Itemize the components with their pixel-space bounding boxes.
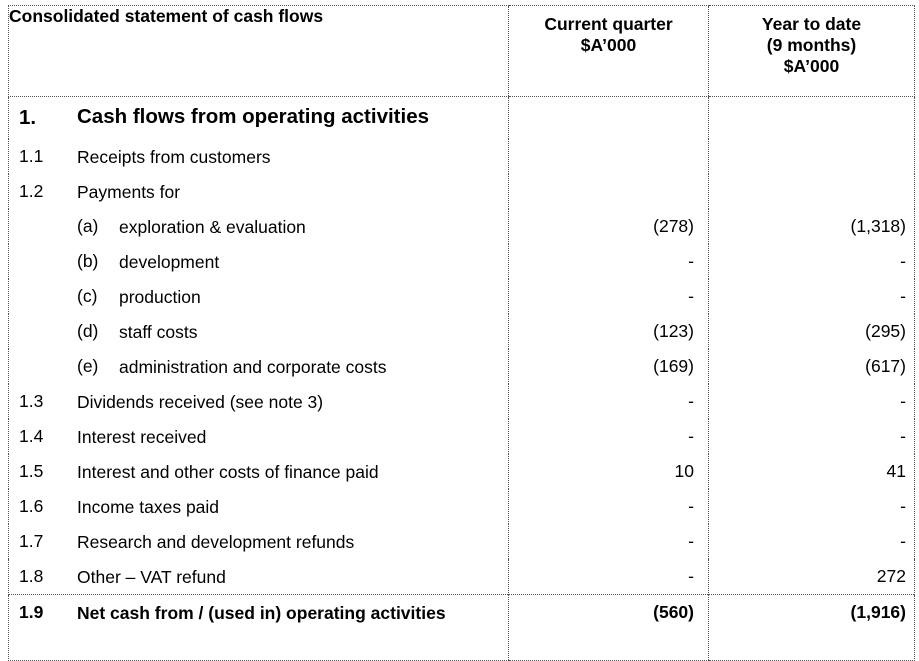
- row-label: Income taxes paid: [77, 496, 220, 517]
- row-sub-letter: (c): [77, 285, 98, 306]
- total-row: 1.9 Net cash from / (used in) operating …: [8, 594, 915, 661]
- row-year-to-date-value: (617): [708, 349, 915, 384]
- row-current-quarter-value: [508, 139, 709, 174]
- row-year-to-date-value: -: [708, 489, 915, 524]
- row-year-to-date-value: (1,318): [708, 209, 915, 244]
- section-number: 1.: [19, 106, 37, 129]
- total-number: 1.9: [19, 602, 44, 622]
- row-current-quarter-value: -: [508, 524, 709, 559]
- table-row: 1.4 Interest received - -: [8, 419, 915, 454]
- row-sub-letter: (b): [77, 250, 99, 271]
- row-year-to-date-value: 41: [708, 454, 915, 489]
- row-number: 1.1: [19, 145, 44, 166]
- row-label: Dividends received (see note 3): [77, 391, 324, 412]
- row-current-quarter-value: [508, 174, 709, 209]
- total-current-quarter: (560): [508, 594, 709, 661]
- row-number: 1.3: [19, 390, 44, 411]
- row-year-to-date-value: -: [708, 384, 915, 419]
- section-title: Cash flows from operating activities: [77, 105, 429, 128]
- row-year-to-date-value: (295): [708, 314, 915, 349]
- row-year-to-date-value: -: [708, 524, 915, 559]
- row-current-quarter-value: -: [508, 279, 709, 314]
- row-label: staff costs: [119, 321, 198, 342]
- total-year-to-date: (1,916): [708, 594, 915, 661]
- row-year-to-date-value: -: [708, 419, 915, 454]
- row-label: Receipts from customers: [77, 146, 271, 167]
- row-sub-letter: (a): [77, 215, 99, 236]
- row-label: Interest received: [77, 426, 207, 447]
- row-current-quarter-value: (278): [508, 209, 709, 244]
- table-row: 1.1 Receipts from customers: [8, 139, 915, 174]
- row-label: Other – VAT refund: [77, 566, 226, 587]
- row-current-quarter-value: (123): [508, 314, 709, 349]
- column-header-year-to-date: Year to date (9 months) $A’000: [708, 5, 915, 97]
- row-current-quarter-value: 10: [508, 454, 709, 489]
- row-sub-letter: (d): [77, 320, 99, 341]
- row-current-quarter-value: -: [508, 244, 709, 279]
- row-number: 1.2: [19, 180, 44, 201]
- row-label: development: [119, 251, 220, 272]
- row-number: 1.4: [19, 425, 44, 446]
- row-number: 1.5: [19, 460, 44, 481]
- table-row: 1.6 Income taxes paid - -: [8, 489, 915, 524]
- table-row: 1.3 Dividends received (see note 3) - -: [8, 384, 915, 419]
- table-header-row: Consolidated statement of cash flows Cur…: [8, 5, 915, 97]
- row-current-quarter-value: -: [508, 384, 709, 419]
- column-header-current-quarter: Current quarter $A’000: [508, 5, 709, 97]
- row-label: production: [119, 286, 201, 307]
- cash-flow-statement: Consolidated statement of cash flows Cur…: [8, 5, 915, 661]
- row-current-quarter-value: (169): [508, 349, 709, 384]
- table-row: 1.8 Other – VAT refund -272: [8, 559, 915, 595]
- table-row: (d) staff costs (123) (295): [8, 314, 915, 349]
- row-year-to-date-value: [708, 174, 915, 209]
- row-current-quarter-value: -: [508, 489, 709, 524]
- row-number: 1.7: [19, 530, 44, 551]
- row-label: exploration & evaluation: [119, 216, 306, 237]
- row-label: Research and development refunds: [77, 531, 355, 552]
- row-label: Payments for: [77, 181, 181, 202]
- row-number: 1.8: [19, 565, 44, 586]
- row-number: 1.6: [19, 495, 44, 516]
- table-row: (a) exploration & evaluation (278) (1,318): [8, 209, 915, 244]
- section-heading-row: 1. Cash flows from operating activities: [8, 96, 915, 139]
- row-year-to-date-value: -: [708, 244, 915, 279]
- row-current-quarter-value: -: [508, 559, 709, 595]
- row-year-to-date-value: -: [708, 279, 915, 314]
- table-row: (b) development - -: [8, 244, 915, 279]
- row-year-to-date-value: 272: [708, 559, 915, 595]
- table-row: 1.2 Payments for: [8, 174, 915, 209]
- table-row: 1.7 Research and development refunds - -: [8, 524, 915, 559]
- row-current-quarter-value: -: [508, 419, 709, 454]
- table-row: (e) administration and corporate costs (16…: [8, 349, 915, 384]
- row-year-to-date-value: [708, 139, 915, 174]
- row-label: Interest and other costs of finance paid: [77, 461, 379, 482]
- cash-flow-table: Consolidated statement of cash flows Cur…: [8, 5, 915, 661]
- total-label: Net cash from / (used in) operating acti…: [77, 603, 446, 623]
- statement-title: Consolidated statement of cash flows: [8, 5, 509, 97]
- row-sub-letter: (e): [77, 355, 99, 376]
- row-label: administration and corporate costs: [119, 356, 387, 377]
- table-row: (c) production - -: [8, 279, 915, 314]
- table-row: 1.5 Interest and other costs of finance p…: [8, 454, 915, 489]
